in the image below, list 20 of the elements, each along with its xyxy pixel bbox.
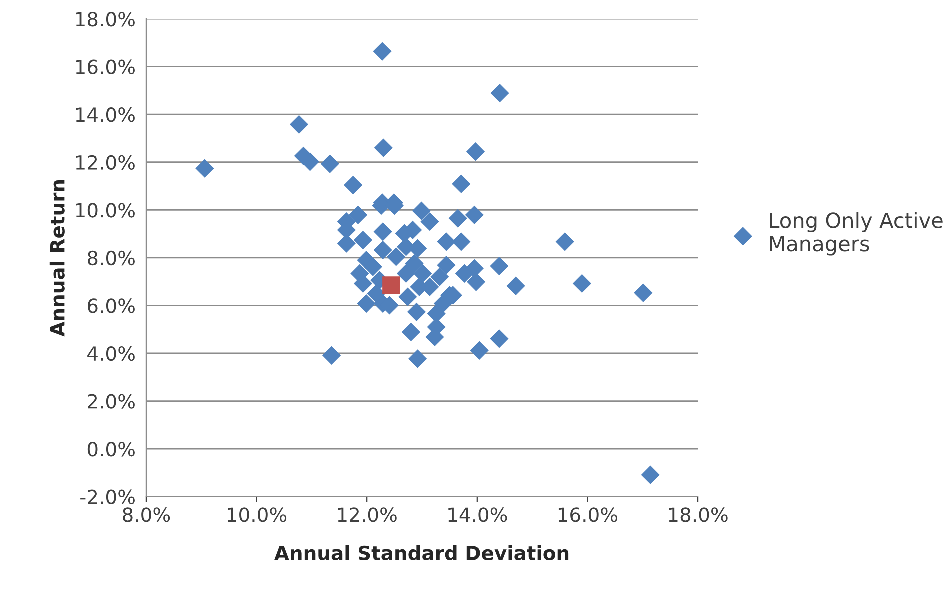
legend-label: Long Only Active Managers [770,212,943,256]
y-tick-label: 12.0% [76,155,135,170]
x-tick-label: 10.0% [228,508,287,522]
y-tick-label: 16.0% [76,60,135,74]
y-tick-label: 6.0% [88,298,135,314]
y-tick-label: 8.0% [88,250,135,266]
x-tick-label: 8.0% [123,508,170,522]
y-tick-label: 14.0% [76,108,135,122]
y-tick-label: 0.0% [88,442,135,457]
y-tick-label: 4.0% [88,346,135,362]
y-tick-label: -2.0% [80,490,135,504]
x-tick-label: 14.0% [448,508,508,522]
y-tick-label: 10.0% [76,203,135,218]
y-axis-title: Annual Return [50,180,65,337]
x-axis-title: Annual Standard Deviation [274,546,569,561]
x-tick-label: 16.0% [558,508,618,522]
y-tick-label: 2.0% [88,394,135,409]
x-tick-label: 12.0% [338,508,397,522]
x-tick-label: 18.0% [669,508,728,522]
y-tick-label: 18.0% [76,12,135,27]
